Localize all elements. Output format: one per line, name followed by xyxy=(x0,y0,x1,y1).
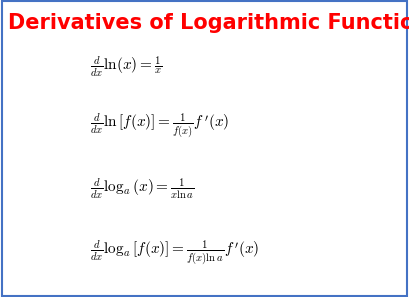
Text: $\frac{d}{dx}\ln(x) = \frac{1}{x}$: $\frac{d}{dx}\ln(x) = \frac{1}{x}$ xyxy=(90,54,162,79)
Text: $\frac{d}{dx}\log_a(x) = \frac{1}{x\ln a}$: $\frac{d}{dx}\log_a(x) = \frac{1}{x\ln a… xyxy=(90,176,195,201)
Text: Derivatives of Logarithmic Functions: Derivatives of Logarithmic Functions xyxy=(8,13,409,33)
Text: $\frac{d}{dx}\ln\left[f(x)\right] = \frac{1}{f(x)}f\,'(x)$: $\frac{d}{dx}\ln\left[f(x)\right] = \fra… xyxy=(90,112,229,141)
Text: $\frac{d}{dx}\log_a\left[f(x)\right] = \frac{1}{f(x)\ln a}f\,'(x)$: $\frac{d}{dx}\log_a\left[f(x)\right] = \… xyxy=(90,239,259,268)
